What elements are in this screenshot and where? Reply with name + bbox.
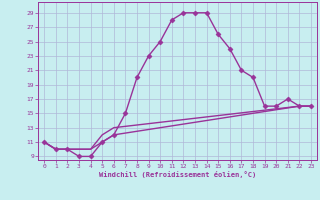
X-axis label: Windchill (Refroidissement éolien,°C): Windchill (Refroidissement éolien,°C) <box>99 171 256 178</box>
